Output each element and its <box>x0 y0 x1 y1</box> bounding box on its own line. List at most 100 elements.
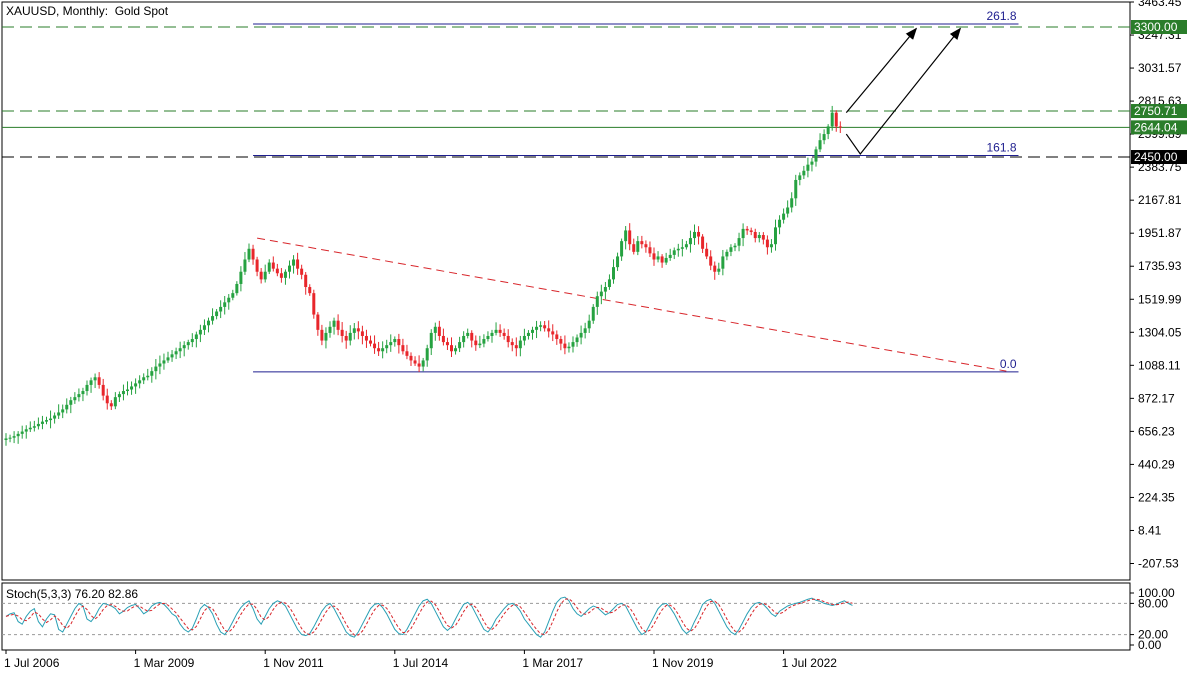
candle-body <box>652 253 656 260</box>
candle-body <box>364 335 368 341</box>
candle-body <box>202 325 206 330</box>
candle-body <box>591 306 595 321</box>
candle-body <box>85 384 89 392</box>
candle-body <box>166 357 170 361</box>
candle-body <box>510 342 514 346</box>
price-tick-label: 1304.05 <box>1138 325 1182 339</box>
candle-body <box>668 254 672 258</box>
candle-body <box>174 351 178 355</box>
candle-body <box>409 355 413 361</box>
candle-body <box>16 433 20 437</box>
price-tag-label: 2450.00 <box>1134 150 1178 164</box>
candle-body <box>441 335 445 343</box>
candle-body <box>445 342 449 346</box>
candle-body <box>381 348 385 352</box>
candle-body <box>235 283 239 294</box>
candle-body <box>109 403 113 407</box>
candle-body <box>65 404 69 410</box>
candle-body <box>296 259 300 269</box>
candle-body <box>802 170 806 176</box>
price-tick-label: 1088.11 <box>1138 358 1181 372</box>
candle-body <box>207 320 210 326</box>
candle-body <box>223 302 227 307</box>
fibonacci-label: 261.8 <box>986 9 1016 23</box>
candle-body <box>603 287 607 292</box>
candle-body <box>721 256 725 269</box>
candle-body <box>433 326 437 333</box>
candle-body <box>551 331 555 335</box>
price-tag-label: 2750.71 <box>1134 104 1178 118</box>
chart-title: XAUUSD, Monthly: Gold Spot <box>6 4 169 18</box>
fibonacci-label: 0.0 <box>1000 357 1017 371</box>
candle-body <box>818 140 822 150</box>
candle-body <box>320 329 324 341</box>
candle-body <box>741 228 745 239</box>
candle-body <box>211 316 215 321</box>
candle-body <box>814 149 818 162</box>
fibonacci-levels[interactable]: 261.8 161.8 0.0 <box>253 9 1019 373</box>
time-tick-label: 1 Jul 2006 <box>4 656 60 670</box>
candle-body <box>40 421 44 424</box>
candle-body <box>494 329 498 333</box>
candle-body <box>267 262 271 272</box>
candle-body <box>571 342 575 347</box>
candle-body <box>352 328 356 333</box>
candle-body <box>474 340 478 346</box>
time-tick-label: 1 Nov 2019 <box>652 656 714 670</box>
candle-body <box>628 230 632 245</box>
candle-body <box>636 241 640 252</box>
candle-body <box>20 431 24 434</box>
candle-body <box>134 383 138 387</box>
candle-body <box>745 228 749 231</box>
candle-body <box>765 239 769 248</box>
candle-body <box>693 231 696 239</box>
time-axis: 1 Jul 2006 1 Mar 2009 1 Nov 2011 1 Jul 2014… <box>4 650 837 670</box>
candle-body <box>344 335 348 341</box>
candle-body <box>332 320 336 327</box>
candle-body <box>535 326 539 330</box>
price-tick-label: 1519.99 <box>1138 292 1182 306</box>
candle-body <box>575 337 579 343</box>
price-axis: 3463.453247.313031.572815.632599.892383.… <box>1130 0 1182 570</box>
candle-body <box>194 334 198 340</box>
candle-body <box>328 326 332 333</box>
candle-body <box>373 343 377 349</box>
price-tag-label: 2644.04 <box>1134 120 1178 134</box>
price-tick-label: 2167.81 <box>1138 193 1182 207</box>
projection-arrows[interactable] <box>845 27 962 155</box>
candle-body <box>4 438 8 440</box>
candle-body <box>369 340 372 344</box>
candle-body <box>421 360 425 367</box>
candle-body <box>599 291 603 297</box>
candle-body <box>45 420 48 422</box>
candle-body <box>774 227 777 245</box>
candle-body <box>292 259 296 266</box>
candle-body <box>385 345 389 349</box>
candle-body <box>830 112 834 127</box>
candle-body <box>518 340 522 349</box>
candle-body <box>612 267 615 280</box>
candle-body <box>761 235 765 240</box>
stoch-signal-line <box>5 598 853 636</box>
candle-body <box>251 248 255 260</box>
horizontal-levels[interactable] <box>2 26 1130 158</box>
fibonacci-label: 161.8 <box>986 140 1016 154</box>
candle-body <box>664 257 668 263</box>
candle-body <box>684 244 688 248</box>
candle-body <box>300 268 304 275</box>
stoch-main-line <box>5 596 853 638</box>
candle-body <box>458 342 462 349</box>
price-tick-label: -207.53 <box>1138 556 1179 570</box>
candle-body <box>61 409 65 413</box>
candle-body <box>583 328 587 333</box>
candle-body <box>243 259 247 272</box>
candle-body <box>466 332 470 336</box>
trendline[interactable] <box>257 237 1007 372</box>
candle-body <box>190 339 194 343</box>
price-tag-box <box>1131 120 1187 135</box>
candle-body <box>526 332 530 336</box>
candle-body <box>632 244 636 252</box>
candle-body <box>405 351 409 356</box>
projection-arrow-up-first <box>845 27 918 114</box>
